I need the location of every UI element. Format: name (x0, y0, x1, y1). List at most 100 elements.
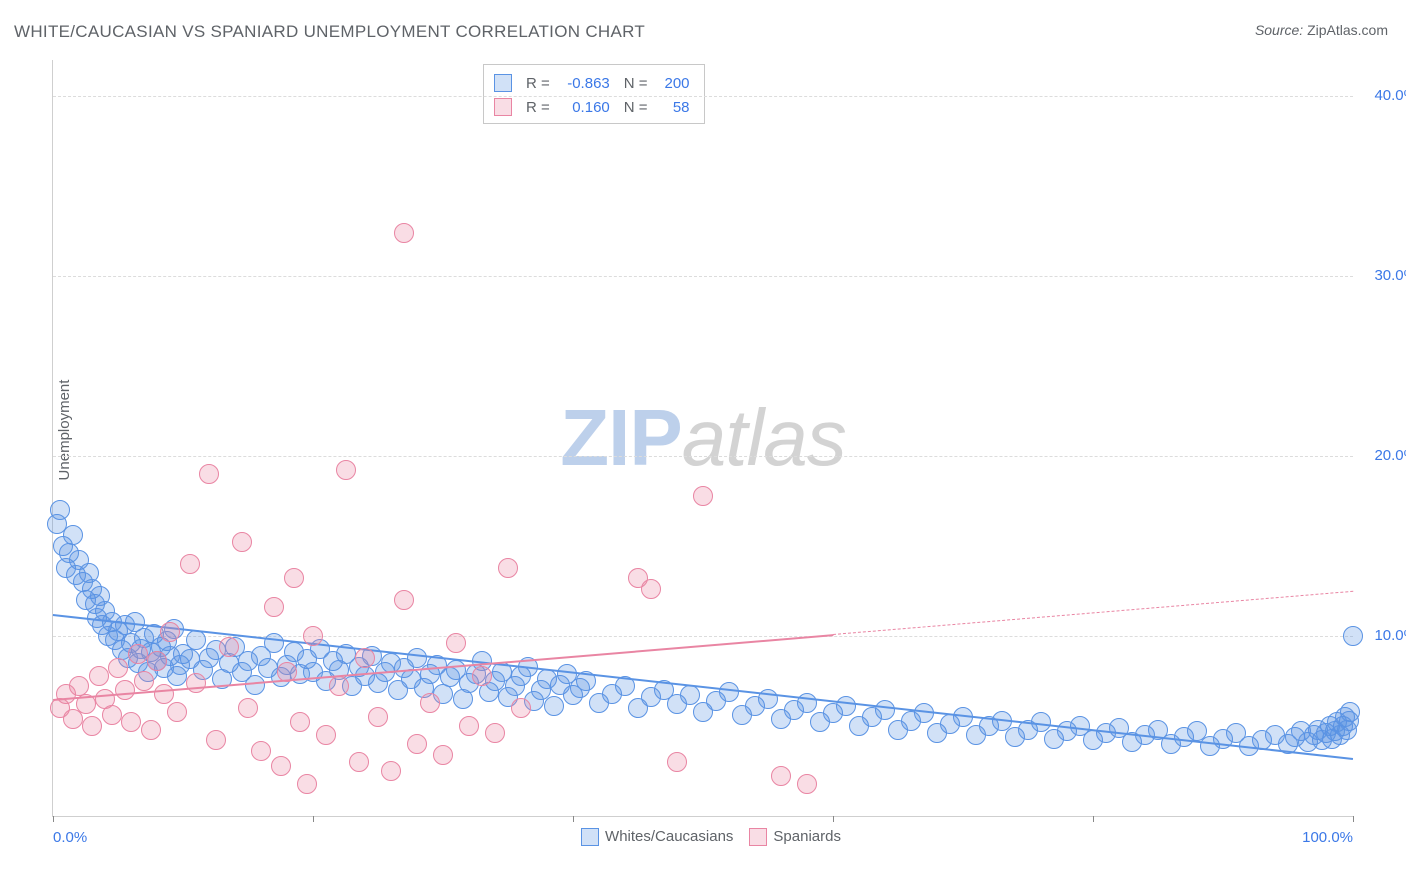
scatter-point-spaniards (108, 658, 128, 678)
stat-N-value: 58 (650, 99, 690, 116)
y-tick-label: 30.0% (1359, 267, 1406, 284)
watermark: ZIPatlas (560, 392, 845, 484)
legend-label-whites: Whites/Caucasians (605, 828, 733, 845)
scatter-point-whites (719, 682, 739, 702)
scatter-point-whites (914, 703, 934, 723)
scatter-point-spaniards (329, 676, 349, 696)
scatter-point-whites (544, 696, 564, 716)
scatter-point-whites (63, 525, 83, 545)
scatter-point-spaniards (459, 716, 479, 736)
scatter-point-spaniards (121, 712, 141, 732)
scatter-point-spaniards (238, 698, 258, 718)
y-tick-label: 10.0% (1359, 627, 1406, 644)
scatter-point-spaniards (251, 741, 271, 761)
scatter-point-spaniards (219, 637, 239, 657)
scatter-point-spaniards (368, 707, 388, 727)
legend-swatch (581, 828, 599, 846)
legend-swatch (494, 74, 512, 92)
stat-R-value: -0.863 (552, 75, 610, 92)
stat-N-value: 200 (650, 75, 690, 92)
trend-line (833, 591, 1353, 635)
stat-N-label: N = (624, 99, 648, 116)
scatter-point-spaniards (771, 766, 791, 786)
chart-plot-area: ZIPatlas R = -0.863 N = 200 R = 0.160 N = 5… (52, 60, 1353, 817)
scatter-point-spaniards (420, 693, 440, 713)
y-tick-label: 20.0% (1359, 447, 1406, 464)
scatter-point-spaniards (167, 702, 187, 722)
scatter-point-whites (264, 633, 284, 653)
scatter-point-spaniards (693, 486, 713, 506)
scatter-point-spaniards (89, 666, 109, 686)
source-label: Source: (1255, 22, 1303, 38)
scatter-point-spaniards (160, 622, 180, 642)
watermark-part2: atlas (682, 393, 846, 482)
scatter-point-whites (50, 500, 70, 520)
x-tick-label: 0.0% (53, 829, 87, 846)
scatter-point-whites (836, 696, 856, 716)
scatter-point-spaniards (407, 734, 427, 754)
scatter-point-whites (1340, 702, 1360, 722)
scatter-point-spaniards (433, 745, 453, 765)
stats-row-whites: R = -0.863 N = 200 (494, 71, 690, 95)
scatter-point-spaniards (472, 666, 492, 686)
scatter-point-spaniards (128, 644, 148, 664)
scatter-point-spaniards (641, 579, 661, 599)
scatter-point-spaniards (147, 651, 167, 671)
scatter-point-spaniards (186, 673, 206, 693)
scatter-point-spaniards (394, 223, 414, 243)
grid-line (53, 456, 1353, 457)
x-tick (53, 816, 54, 822)
watermark-part1: ZIP (560, 393, 681, 482)
scatter-point-spaniards (498, 558, 518, 578)
stat-N-label: N = (624, 75, 648, 92)
scatter-point-spaniards (180, 554, 200, 574)
scatter-point-whites (797, 693, 817, 713)
x-tick-label: 100.0% (1302, 829, 1353, 846)
bottom-legend: Whites/Caucasians Spaniards (53, 828, 1353, 846)
chart-title: WHITE/CAUCASIAN VS SPANIARD UNEMPLOYMENT… (14, 22, 645, 42)
x-tick (833, 816, 834, 822)
stats-legend-box: R = -0.863 N = 200 R = 0.160 N = 58 (483, 64, 705, 124)
x-tick (1093, 816, 1094, 822)
legend-swatch (494, 98, 512, 116)
scatter-point-spaniards (154, 684, 174, 704)
stat-R-label: R = (526, 99, 550, 116)
scatter-point-spaniards (667, 752, 687, 772)
scatter-point-spaniards (381, 761, 401, 781)
scatter-point-spaniards (336, 460, 356, 480)
scatter-point-spaniards (297, 774, 317, 794)
source-value: ZipAtlas.com (1307, 22, 1388, 38)
scatter-point-spaniards (394, 590, 414, 610)
source-credit: Source: ZipAtlas.com (1255, 22, 1388, 38)
scatter-point-spaniards (199, 464, 219, 484)
scatter-point-spaniards (303, 626, 323, 646)
y-tick-label: 40.0% (1359, 87, 1406, 104)
scatter-point-spaniards (349, 752, 369, 772)
grid-line (53, 96, 1353, 97)
scatter-point-spaniards (284, 568, 304, 588)
scatter-point-spaniards (446, 633, 466, 653)
scatter-point-spaniards (316, 725, 336, 745)
stats-row-spaniards: R = 0.160 N = 58 (494, 95, 690, 119)
scatter-point-spaniards (355, 648, 375, 668)
scatter-point-spaniards (797, 774, 817, 794)
grid-line (53, 276, 1353, 277)
x-tick (573, 816, 574, 822)
legend-swatch (749, 828, 767, 846)
scatter-point-spaniards (271, 756, 291, 776)
scatter-point-spaniards (134, 671, 154, 691)
x-tick (313, 816, 314, 822)
scatter-point-spaniards (69, 676, 89, 696)
scatter-point-spaniards (115, 680, 135, 700)
scatter-point-spaniards (102, 705, 122, 725)
scatter-point-spaniards (485, 723, 505, 743)
scatter-point-spaniards (141, 720, 161, 740)
scatter-point-spaniards (264, 597, 284, 617)
scatter-point-spaniards (82, 716, 102, 736)
legend-label-spaniards: Spaniards (773, 828, 841, 845)
scatter-point-spaniards (511, 698, 531, 718)
stat-R-value: 0.160 (552, 99, 610, 116)
scatter-point-whites (1343, 626, 1363, 646)
scatter-point-spaniards (206, 730, 226, 750)
stat-R-label: R = (526, 75, 550, 92)
